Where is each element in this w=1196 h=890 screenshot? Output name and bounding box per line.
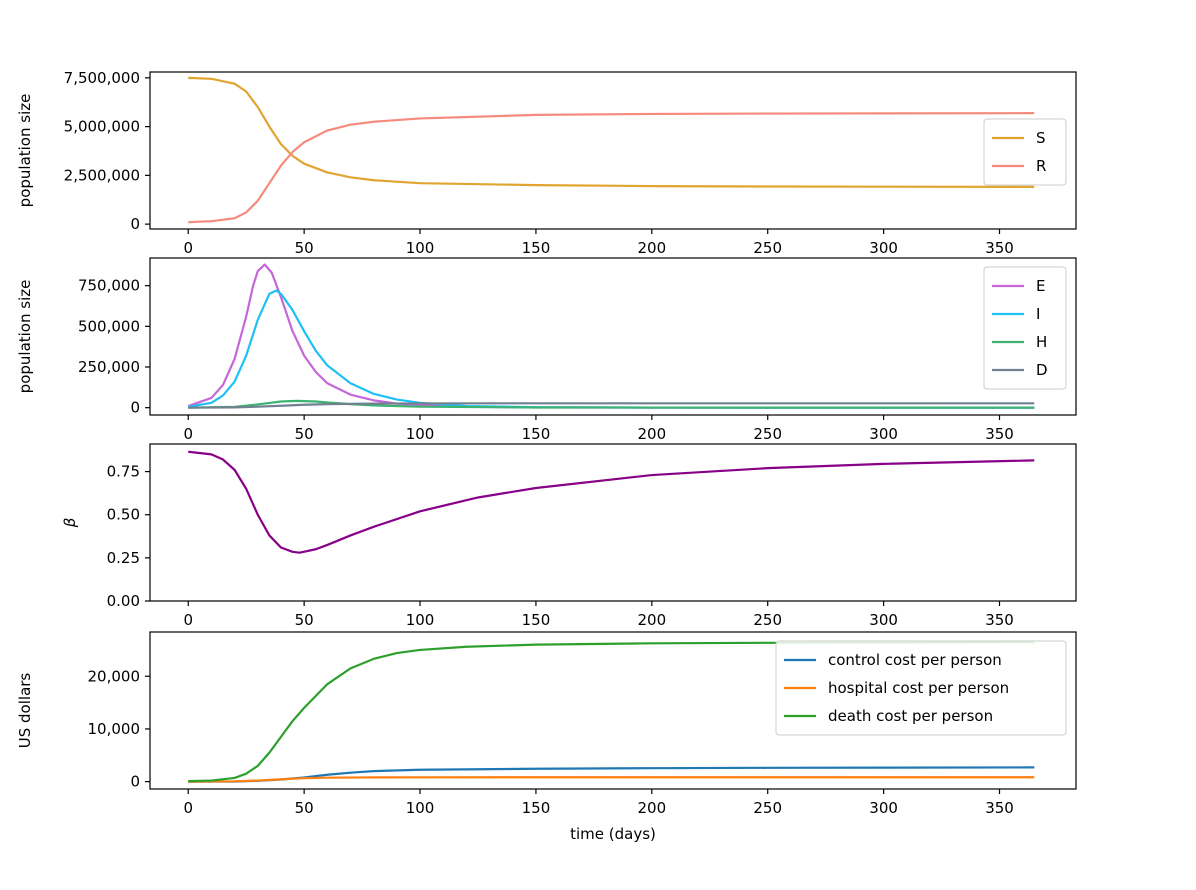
- legend-label-eihd-3: D: [1036, 361, 1048, 379]
- series-line-cost-0: [188, 766, 1035, 783]
- x-tick-label-sr-5: 250: [753, 239, 782, 257]
- panel-beta: 0 50 100 150 200 250 300 350 0.00 0.25 0.50 0.75 β: [61, 443, 1077, 629]
- x-tick-label-eihd-3: 150: [522, 425, 551, 443]
- legend-label-eihd-0: E: [1036, 277, 1045, 295]
- y-tick-label-beta-1: 0.25: [107, 549, 140, 567]
- x-tick-label-cost-7: 350: [985, 799, 1014, 817]
- y-tick-label-sr-3: 7,500,000: [64, 69, 140, 87]
- y-axis-title-eihd: population size: [16, 280, 34, 394]
- y-axis-title-cost: US dollars: [16, 673, 34, 749]
- x-tick-label-sr-1: 50: [295, 239, 314, 257]
- x-tick-label-cost-6: 300: [869, 799, 898, 817]
- legend-box-eihd: [983, 266, 1067, 390]
- panel-cost: 0 50 100 150 200 250 300 350 0 10,000 20,000 US dol…: [16, 631, 1077, 843]
- series-line-eihd-1: [188, 289, 1035, 409]
- x-tick-label-cost-2: 100: [406, 799, 435, 817]
- series-line-sr-0: [188, 76, 1035, 188]
- x-tick-label-sr-7: 350: [985, 239, 1014, 257]
- series-line-eihd-0: [187, 263, 1035, 409]
- series-line-beta-0: [188, 450, 1035, 554]
- legend-label-eihd-2: H: [1036, 333, 1047, 351]
- x-tick-label-cost-1: 50: [295, 799, 314, 817]
- x-tick-label-sr-6: 300: [869, 239, 898, 257]
- legend-label-cost-1: hospital cost per person: [828, 679, 1009, 697]
- x-tick-label-beta-7: 350: [985, 611, 1014, 629]
- legend-cost: control cost per person hospital cost per…: [775, 640, 1067, 736]
- y-tick-label-beta-3: 0.75: [107, 463, 140, 481]
- series-line-sr-1: [188, 112, 1035, 224]
- legend-label-eihd-1: I: [1036, 305, 1040, 323]
- y-tick-label-beta-0: 0.00: [107, 592, 140, 610]
- x-tick-label-beta-3: 150: [522, 611, 551, 629]
- x-tick-label-beta-0: 0: [183, 611, 193, 629]
- x-tick-label-cost-0: 0: [183, 799, 193, 817]
- y-tick-label-sr-1: 2,500,000: [64, 166, 140, 184]
- x-tick-label-sr-0: 0: [183, 239, 193, 257]
- panel-sr: 0 50 100 150 200 250 300 350 0 2,500,000 5,000,000…: [16, 69, 1077, 257]
- x-tick-label-eihd-7: 350: [985, 425, 1014, 443]
- axes-frame-cost: [149, 631, 1077, 790]
- legend-box-cost: [775, 640, 1067, 736]
- y-tick-label-eihd-0: 0: [130, 399, 140, 417]
- x-tick-label-eihd-1: 50: [295, 425, 314, 443]
- legend-label-cost-2: death cost per person: [828, 707, 993, 725]
- legend-label-sr-0: S: [1036, 129, 1046, 147]
- axes-frame-sr: [149, 71, 1077, 230]
- y-tick-label-sr-2: 5,000,000: [64, 118, 140, 136]
- x-axis-title-cost: time (days): [570, 825, 656, 843]
- x-tick-label-beta-1: 50: [295, 611, 314, 629]
- series-line-eihd-3: [188, 402, 1035, 409]
- x-tick-label-sr-3: 150: [522, 239, 551, 257]
- x-tick-label-beta-6: 300: [869, 611, 898, 629]
- x-tick-label-eihd-6: 300: [869, 425, 898, 443]
- x-tick-label-eihd-2: 100: [406, 425, 435, 443]
- x-tick-label-sr-2: 100: [406, 239, 435, 257]
- x-tick-label-cost-5: 250: [753, 799, 782, 817]
- axes-frame-eihd: [149, 257, 1077, 416]
- y-tick-label-beta-2: 0.50: [107, 506, 140, 524]
- y-tick-label-eihd-3: 750,000: [78, 277, 140, 295]
- y-tick-label-sr-0: 0: [130, 215, 140, 233]
- legend-sr: SR: [983, 118, 1067, 186]
- x-tick-label-beta-5: 250: [753, 611, 782, 629]
- y-axis-title-beta: β: [61, 517, 79, 528]
- legend-label-cost-0: control cost per person: [828, 651, 1002, 669]
- legend-box-sr: [983, 118, 1067, 186]
- y-tick-label-cost-2: 20,000: [88, 667, 141, 685]
- x-tick-label-cost-3: 150: [522, 799, 551, 817]
- x-tick-label-beta-2: 100: [406, 611, 435, 629]
- series-line-cost-2: [188, 641, 1035, 783]
- x-tick-label-beta-4: 200: [638, 611, 667, 629]
- y-tick-label-eihd-2: 500,000: [78, 317, 140, 335]
- panel-eihd: 0 50 100 150 200 250 300 350 0 250,000 500,000 750,…: [16, 257, 1077, 443]
- y-tick-label-cost-1: 10,000: [88, 720, 141, 738]
- series-line-eihd-2: [188, 399, 1035, 409]
- legend-label-sr-1: R: [1036, 157, 1046, 175]
- axes-frame-beta: [149, 443, 1077, 602]
- y-axis-title-sr: population size: [16, 94, 34, 208]
- x-tick-label-eihd-0: 0: [183, 425, 193, 443]
- y-tick-label-eihd-1: 250,000: [78, 358, 140, 376]
- x-tick-label-eihd-5: 250: [753, 425, 782, 443]
- y-tick-label-cost-0: 0: [130, 773, 140, 791]
- x-tick-label-cost-4: 200: [638, 799, 667, 817]
- x-tick-label-eihd-4: 200: [638, 425, 667, 443]
- series-line-cost-1: [188, 776, 1035, 783]
- x-tick-label-sr-4: 200: [638, 239, 667, 257]
